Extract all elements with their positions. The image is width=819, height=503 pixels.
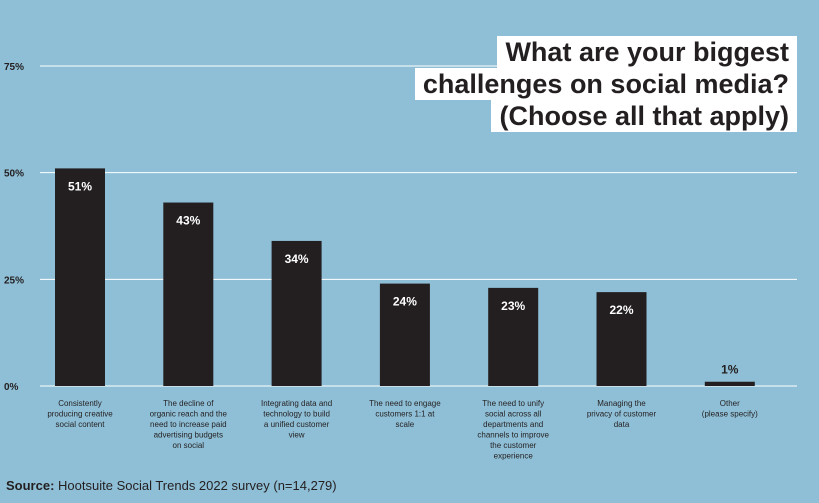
category-label-line: Integrating data and — [261, 399, 332, 408]
category-label-line: Managing the — [597, 399, 646, 408]
category-label: Other (please specify) — [702, 399, 758, 419]
category-label-line: experience — [494, 452, 534, 461]
title-line-3: (Choose all that apply) — [491, 100, 797, 132]
source-label: Source: — [6, 478, 55, 493]
bar — [596, 292, 647, 386]
y-tick-label: 75% — [4, 62, 24, 73]
y-tick-label: 25% — [4, 275, 24, 286]
category-label-line: privacy of customer — [587, 410, 657, 419]
category-label-line: producing creative — [47, 410, 113, 419]
source-note: Source: Hootsuite Social Trends 2022 sur… — [6, 478, 337, 493]
category-label: Consistently producing creative social con… — [47, 399, 113, 429]
category-label: Managing the privacy of customer data — [587, 399, 657, 429]
source-text: Hootsuite Social Trends 2022 survey (n=1… — [58, 478, 337, 493]
category-label: The need to unify social across all depart… — [477, 399, 549, 461]
category-label: The need to engage customers 1:1 at scale — [369, 399, 441, 429]
category-label-line: technology to build — [263, 410, 330, 419]
category-label-line: data — [614, 420, 630, 429]
y-tick-label: 0% — [4, 382, 19, 393]
title-line-1: What are your biggest — [497, 36, 797, 68]
y-axis-ticks: 0% 25% 50% 75% — [4, 62, 24, 393]
bar — [271, 240, 322, 386]
category-label-line: Other — [720, 399, 740, 408]
category-label: The decline of organic reach and the need … — [150, 399, 228, 450]
data-label: 34% — [285, 252, 309, 266]
data-labels: 51% 43% 34% 24% 23% 22% 1% — [68, 179, 739, 376]
bar — [163, 202, 214, 386]
category-label-line: The need to unify — [482, 399, 544, 408]
data-label: 51% — [68, 179, 92, 193]
category-label-line: scale — [396, 420, 415, 429]
data-label: 43% — [176, 214, 200, 228]
data-label: 1% — [721, 363, 739, 377]
category-label: Integrating data and technology to build a… — [261, 399, 332, 440]
category-labels: Consistently producing creative social con… — [47, 399, 758, 461]
data-label: 22% — [609, 303, 633, 317]
chart-title: What are your biggest challenges on soci… — [414, 36, 797, 132]
category-label-line: customers 1:1 at — [375, 410, 435, 419]
category-label-line: social across all — [485, 410, 542, 419]
category-label-line: organic reach and the — [150, 410, 228, 419]
category-label-line: view — [289, 431, 305, 440]
category-label-line: need to increase paid — [150, 420, 227, 429]
category-label-line: The decline of — [163, 399, 214, 408]
category-label-line: (please specify) — [702, 410, 758, 419]
category-label-line: on social — [173, 441, 205, 450]
category-label-line: a unified customer — [264, 420, 330, 429]
bar — [488, 287, 539, 386]
title-line-2: challenges on social media? — [414, 68, 797, 100]
bars — [55, 168, 755, 386]
category-label-line: departments and — [483, 420, 543, 429]
data-label: 24% — [393, 295, 417, 309]
data-label: 23% — [501, 299, 525, 313]
category-label-line: The need to engage — [369, 399, 441, 408]
category-label-line: channels to improve — [477, 431, 549, 440]
category-label-line: advertising budgets — [154, 431, 223, 440]
category-label-line: Consistently — [58, 399, 102, 408]
bar — [55, 168, 105, 386]
bar — [379, 283, 430, 386]
y-tick-label: 50% — [4, 169, 24, 180]
category-label-line: social content — [56, 420, 106, 429]
bar — [704, 381, 755, 386]
category-label-line: the customer — [490, 441, 537, 450]
